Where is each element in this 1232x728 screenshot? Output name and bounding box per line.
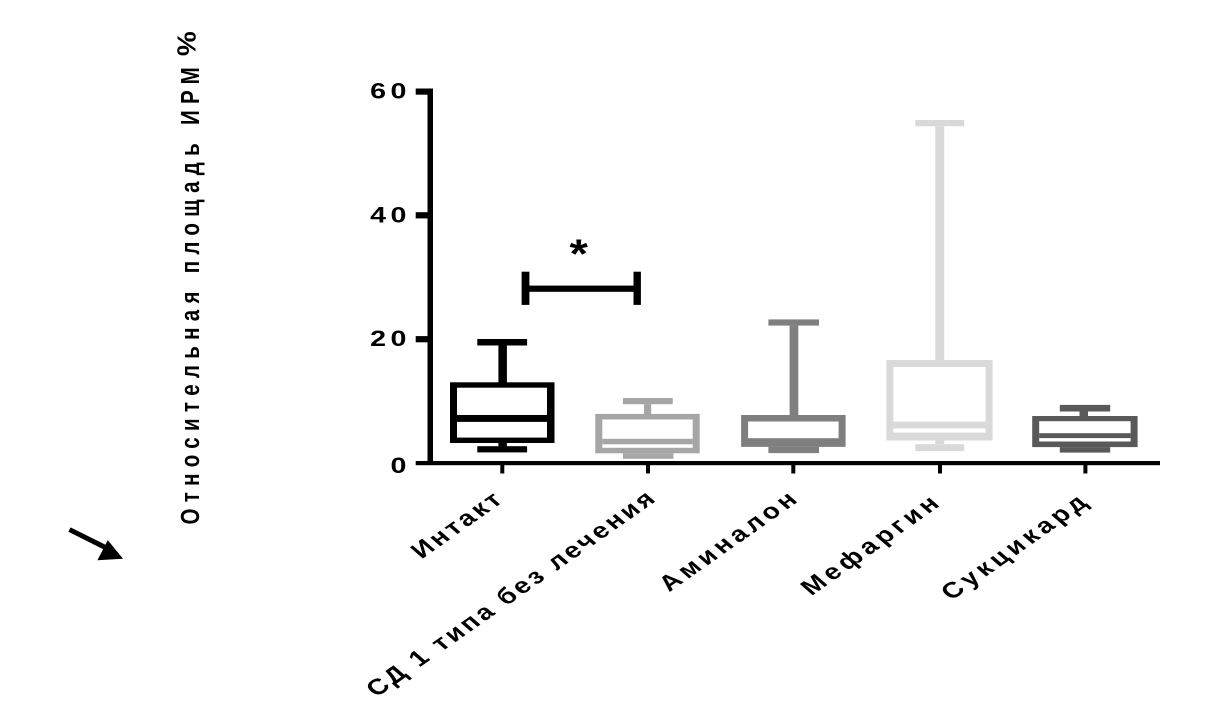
svg-text:Относительная площадь ИРМ: Относительная площадь ИРМ bbox=[176, 61, 205, 525]
svg-text:%: % bbox=[172, 31, 201, 56]
svg-text:60: 60 bbox=[370, 80, 411, 104]
svg-text:20: 20 bbox=[370, 327, 411, 351]
svg-text:*: * bbox=[570, 231, 589, 276]
svg-text:40: 40 bbox=[370, 203, 411, 227]
svg-text:0: 0 bbox=[391, 454, 411, 478]
